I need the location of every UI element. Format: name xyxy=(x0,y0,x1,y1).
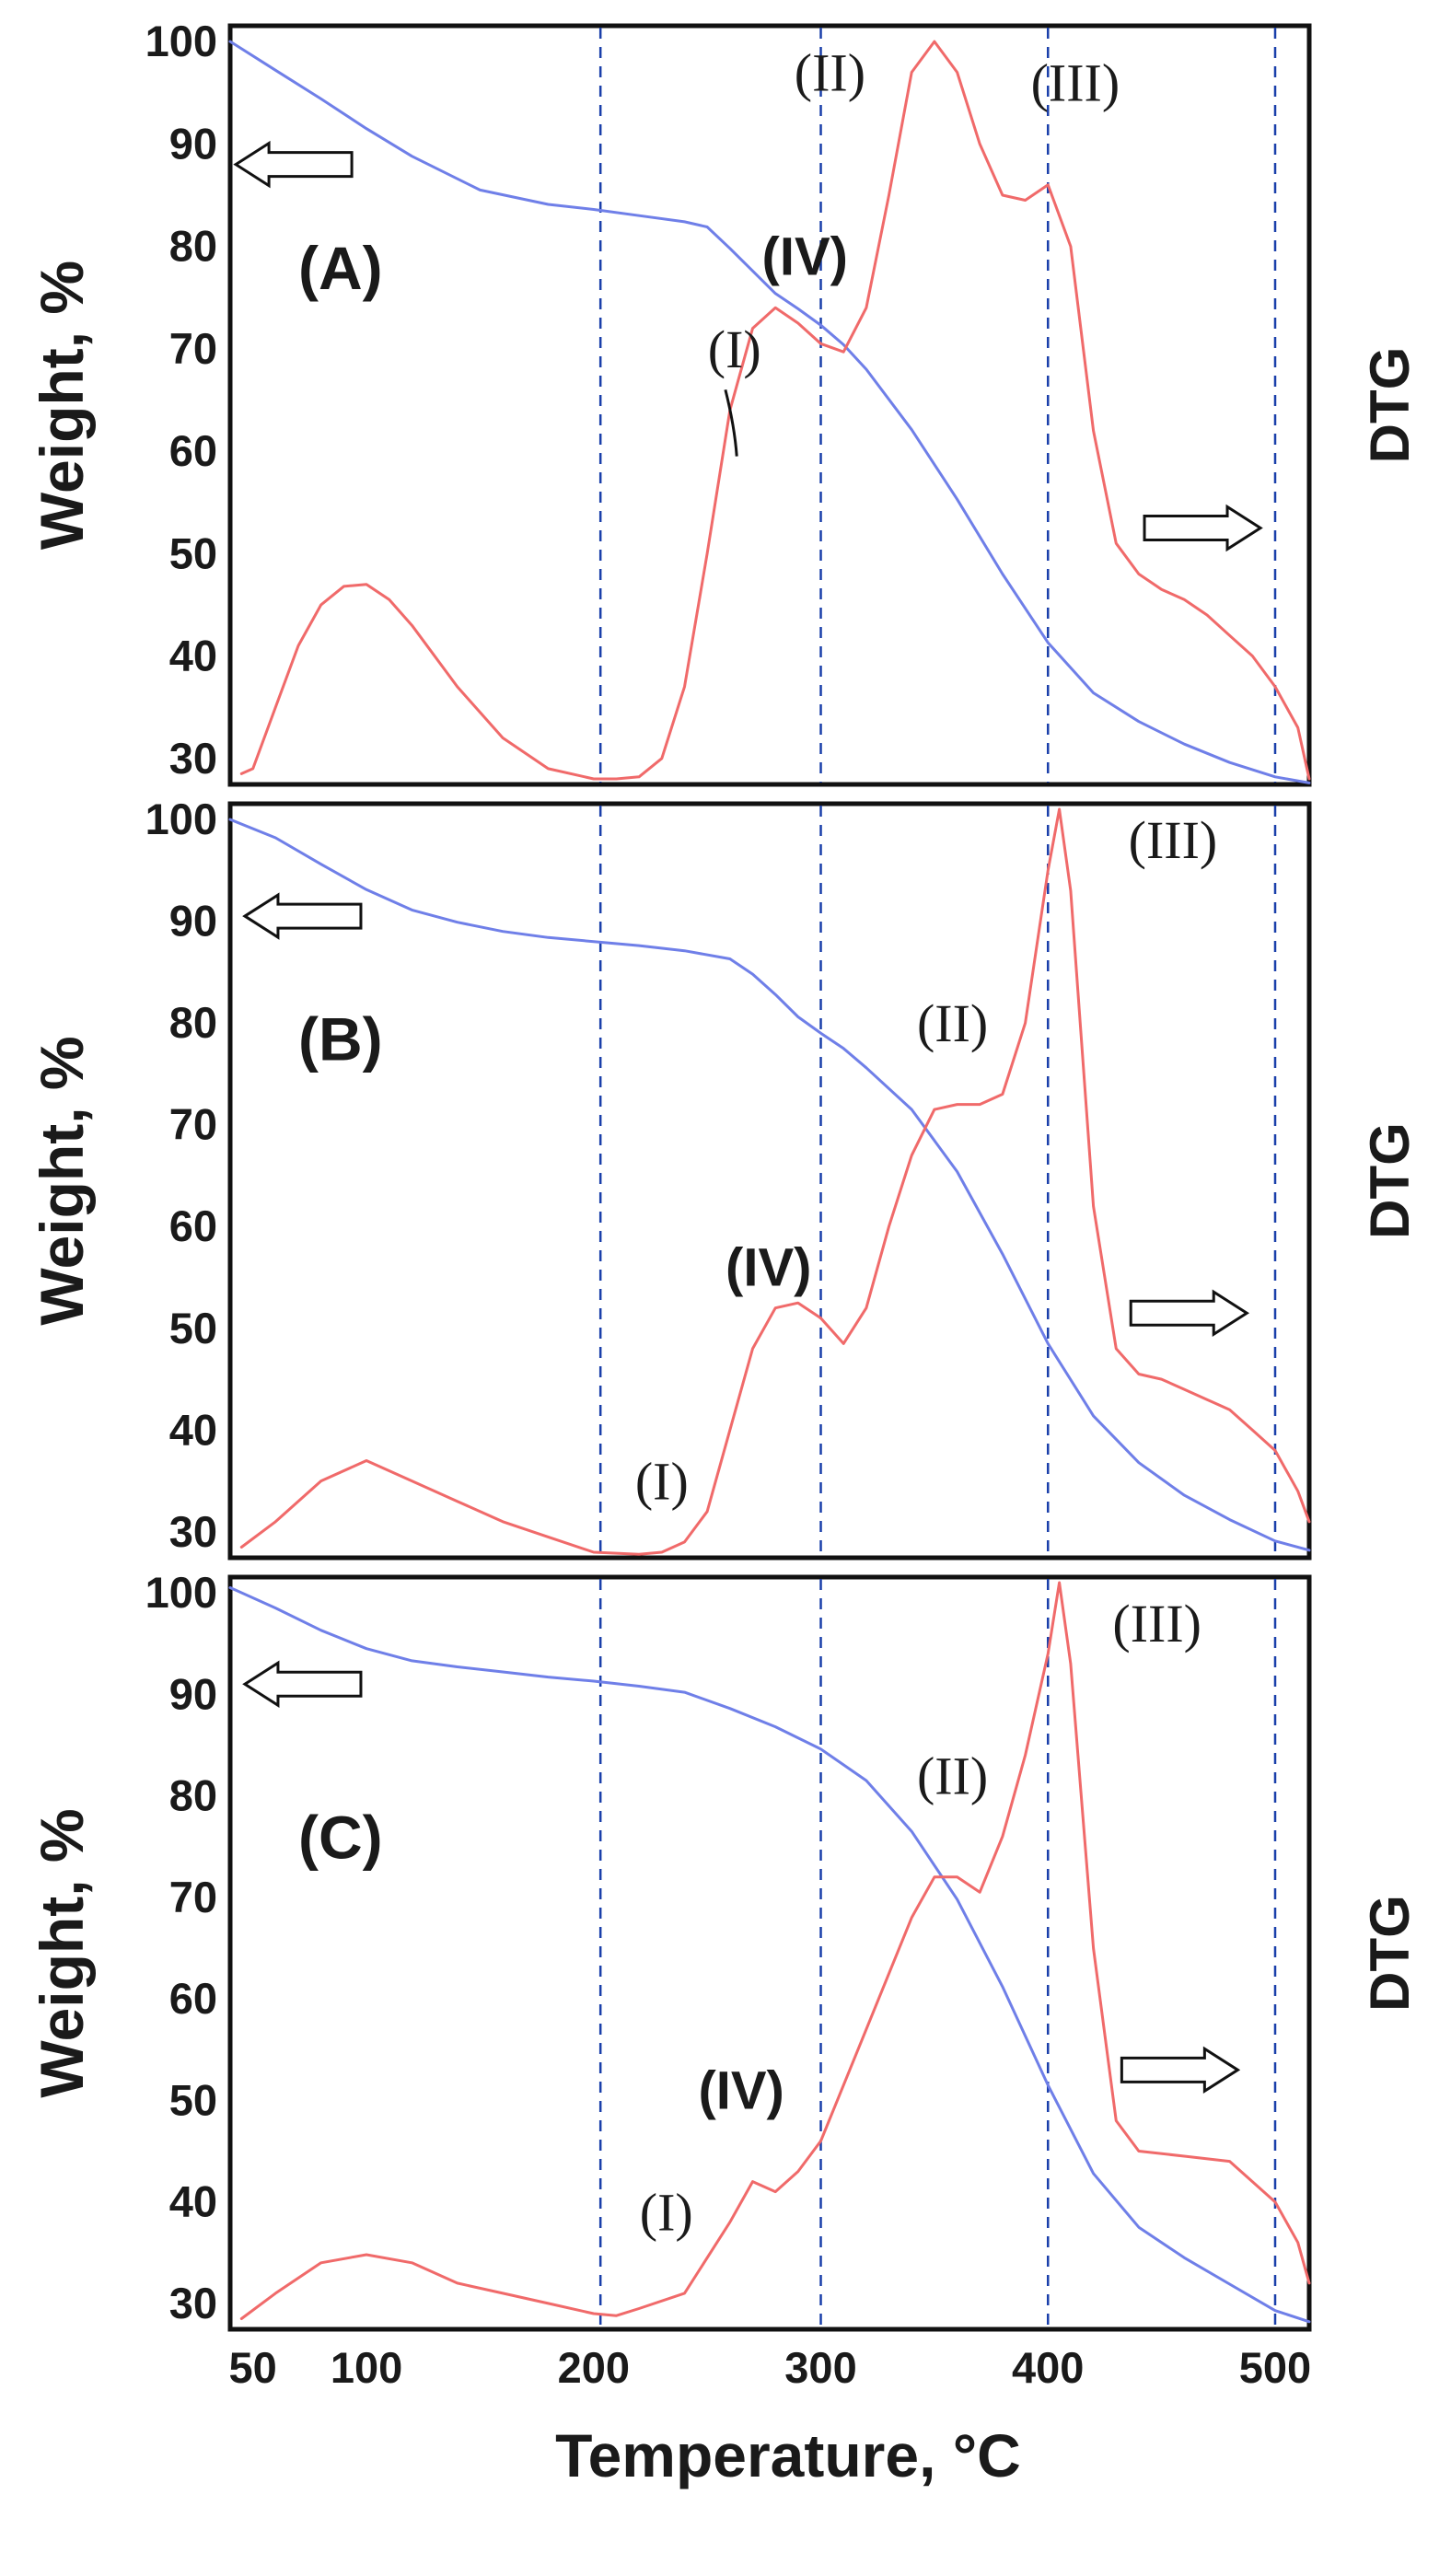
plot-frame xyxy=(227,801,1312,1561)
y-axis-title: Weight, % xyxy=(28,1808,96,2097)
right-axis-arrow xyxy=(1143,504,1263,552)
y-tick-label: 70 xyxy=(169,324,217,373)
y-tick-label: 90 xyxy=(169,1669,217,1718)
y-tick-label: 80 xyxy=(169,998,217,1047)
left-axis-arrow xyxy=(233,140,354,189)
peak-annotation: (I) xyxy=(635,1452,689,1512)
peak-annotation: (IV) xyxy=(762,227,848,287)
dtg-curve xyxy=(239,40,1311,781)
y-tick-label: 30 xyxy=(169,1507,217,1556)
dtg-curve xyxy=(239,1581,1311,2320)
y-tick-label: 80 xyxy=(169,1771,217,1820)
dtg-curve xyxy=(239,807,1311,1556)
peak-annotation: (II) xyxy=(917,993,988,1053)
y-tick-label: 100 xyxy=(145,795,217,843)
y-tick-label: 50 xyxy=(169,528,217,577)
x-tick-label: 500 xyxy=(1239,2343,1311,2392)
peak-annotation: (III) xyxy=(1031,53,1120,113)
peak-annotation: (I) xyxy=(640,2183,693,2243)
y-tick-label: 70 xyxy=(169,1100,217,1149)
peak-annotation: (III) xyxy=(1112,1594,1201,1654)
x-tick-label: 50 xyxy=(229,2343,277,2392)
y-tick-label: 60 xyxy=(169,426,217,475)
y-tick-label: 100 xyxy=(145,1568,217,1617)
y-tick-label: 50 xyxy=(169,2075,217,2124)
peak-annotation: (III) xyxy=(1129,810,1218,870)
peak-annotation: (IV) xyxy=(726,1237,811,1297)
y-tick-label: 60 xyxy=(169,1974,217,2023)
panel-label: (B) xyxy=(298,1005,383,1073)
right-axis-arrow xyxy=(1129,1289,1250,1337)
peak-annotation: (I) xyxy=(708,319,761,379)
y-tick-label: 80 xyxy=(169,222,217,271)
plot-frame xyxy=(227,1574,1312,2332)
y-tick-label: 50 xyxy=(169,1304,217,1352)
panel-2: 30 40 50 60 70 80 90 100 (C) (I) (IV) (II) (III) Weig… xyxy=(28,1568,1421,2332)
panel-label: (A) xyxy=(298,234,383,302)
x-axis-title: Temperature, °C xyxy=(555,2421,1021,2489)
left-axis-arrow xyxy=(242,892,363,940)
dtg-axis-title: DTG xyxy=(1359,1122,1421,1239)
dtg-axis-title: DTG xyxy=(1359,1895,1421,2012)
y-tick-label: 40 xyxy=(169,632,217,680)
plot-frame xyxy=(227,23,1312,787)
annotation-leader xyxy=(724,389,738,457)
peak-annotation: (IV) xyxy=(698,2060,784,2120)
y-tick-label: 90 xyxy=(169,897,217,946)
panel-0: 30 40 50 60 70 80 90 100 (A) (I)(IV) (II) (III) Weig… xyxy=(28,17,1421,787)
weight-curve xyxy=(228,1586,1311,2324)
x-tick-label: 100 xyxy=(331,2343,402,2392)
y-tick-label: 60 xyxy=(169,1201,217,1250)
y-tick-label: 100 xyxy=(145,17,217,65)
panel-1: 30 40 50 60 70 80 90 100 (B) (I) (IV) (II) (III) Weig… xyxy=(28,795,1421,1561)
x-tick-label: 300 xyxy=(784,2343,856,2392)
y-axis-title: Weight, % xyxy=(28,261,96,550)
y-tick-label: 70 xyxy=(169,1873,217,1921)
peak-annotation: (II) xyxy=(917,1746,988,1806)
x-tick-label: 400 xyxy=(1012,2343,1084,2392)
panel-label: (C) xyxy=(298,1804,383,1872)
right-axis-arrow xyxy=(1120,2046,1241,2094)
dtg-axis-title: DTG xyxy=(1359,347,1421,464)
x-tick-label: 200 xyxy=(558,2343,630,2392)
y-tick-label: 40 xyxy=(169,1405,217,1454)
peak-annotation: (II) xyxy=(795,42,865,102)
weight-curve xyxy=(228,818,1311,1552)
y-tick-label: 30 xyxy=(169,734,217,783)
y-axis-title: Weight, % xyxy=(28,1036,96,1325)
weight-curve xyxy=(228,40,1311,784)
left-axis-arrow xyxy=(242,1660,363,1709)
y-tick-label: 30 xyxy=(169,2279,217,2327)
y-tick-label: 90 xyxy=(169,119,217,168)
y-tick-label: 40 xyxy=(169,2177,217,2226)
